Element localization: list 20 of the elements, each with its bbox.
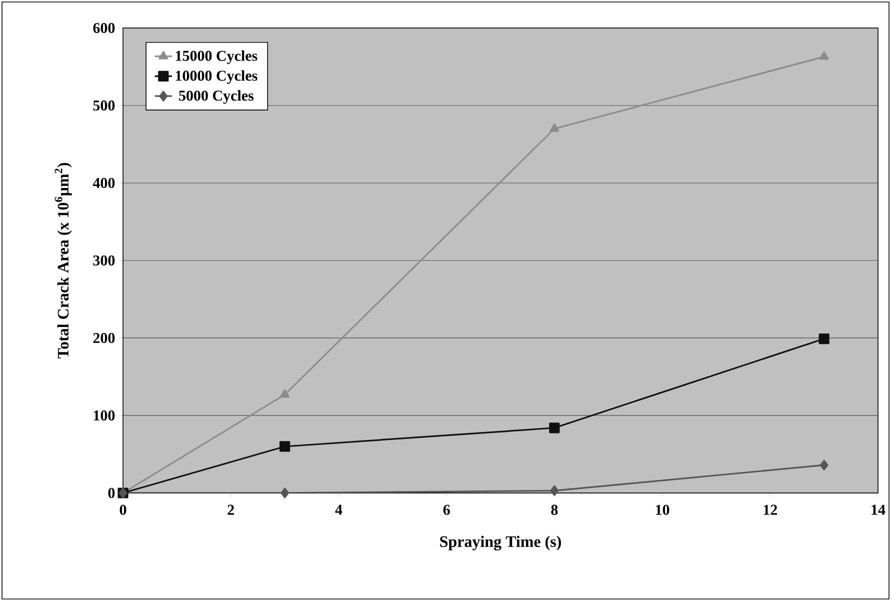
y-tick-label: 500 bbox=[93, 100, 115, 111]
x-tick-label: 6 bbox=[443, 504, 450, 515]
x-tick-label: 4 bbox=[335, 504, 342, 515]
x-tick-label: 8 bbox=[551, 504, 558, 515]
legend-label: 15000 Cycles bbox=[176, 50, 258, 64]
x-tick-label: 10 bbox=[656, 504, 670, 515]
y-tick-label: 400 bbox=[92, 178, 115, 188]
legend-label: 10000 Cycles bbox=[176, 70, 258, 84]
legend-label: 5000 Cycles bbox=[179, 90, 254, 104]
x-tick-label: 0 bbox=[120, 504, 126, 515]
x-tick-label: 12 bbox=[764, 504, 777, 515]
x-axis-title: Spraying Time (s) bbox=[440, 536, 561, 550]
y-tick-label: 300 bbox=[93, 255, 115, 266]
y-axis-title: Total Crack Area (x 10$^{6}$μm$^{2}$) bbox=[54, 163, 72, 358]
x-tick-label: 2 bbox=[228, 504, 234, 515]
y-tick-label: 600 bbox=[93, 22, 115, 34]
y-tick-label: 100 bbox=[94, 410, 115, 421]
y-tick-label: 0 bbox=[108, 488, 115, 498]
y-tick-label: 200 bbox=[93, 332, 115, 344]
x-tick-label: 14 bbox=[872, 504, 886, 515]
